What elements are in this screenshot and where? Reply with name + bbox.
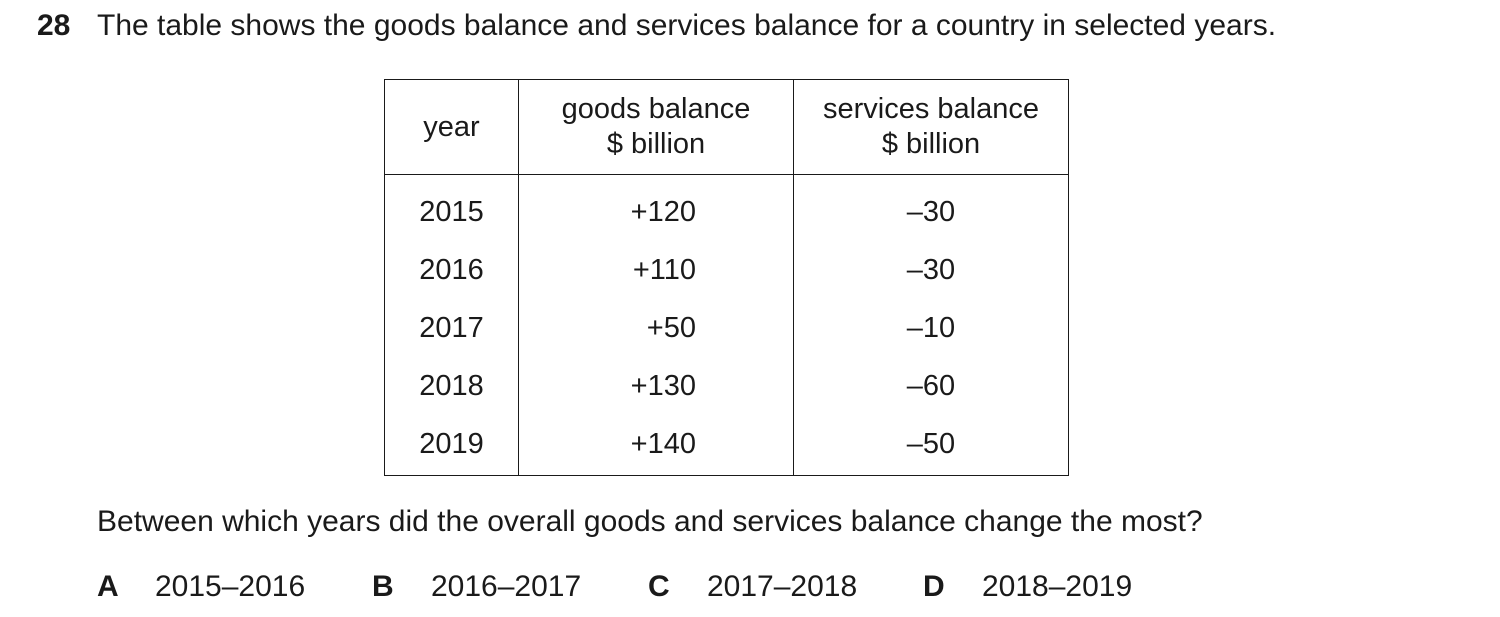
option-b-letter: B (372, 570, 394, 603)
goods-value: +50 (646, 311, 696, 344)
question-prompt: Between which years did the overall good… (97, 505, 1203, 538)
table-row: 2015 +120 –30 (384, 174, 1069, 241)
cell-services: –50 (793, 415, 1069, 476)
table-row: 2016 +110 –30 (384, 241, 1069, 299)
cell-year: 2018 (384, 357, 519, 415)
header-year: year (384, 79, 519, 175)
cell-year: 2015 (384, 174, 519, 241)
table-row: 2018 +130 –60 (384, 357, 1069, 415)
header-services-label: services balance (823, 93, 1039, 125)
option-d-text: 2018–2019 (982, 570, 1133, 603)
header-goods-balance: goods balance $ billion (518, 79, 794, 175)
cell-services: –10 (793, 299, 1069, 357)
cell-year: 2019 (384, 415, 519, 476)
header-goods-unit: $ billion (606, 128, 706, 160)
question-number: 28 (37, 9, 71, 42)
goods-value: +130 (630, 369, 696, 402)
cell-goods: +50 (518, 299, 794, 357)
header-services-balance: services balance $ billion (793, 79, 1069, 175)
option-a-text: 2015–2016 (155, 570, 306, 603)
header-services-unit: $ billion (881, 128, 981, 160)
goods-value: +140 (630, 427, 696, 460)
option-b[interactable]: B 2016–2017 (372, 569, 581, 605)
cell-goods: +120 (518, 174, 794, 241)
cell-services: –30 (793, 241, 1069, 299)
option-c-text: 2017–2018 (707, 570, 858, 603)
cell-goods: +110 (518, 241, 794, 299)
option-b-text: 2016–2017 (431, 570, 582, 603)
option-a[interactable]: A 2015–2016 (97, 569, 305, 605)
table-row: 2019 +140 –50 (384, 415, 1069, 476)
cell-services: –60 (793, 357, 1069, 415)
question-stem: The table shows the goods balance and se… (97, 9, 1277, 42)
option-c-letter: C (648, 570, 670, 603)
header-goods-label: goods balance (561, 93, 751, 125)
cell-year: 2016 (384, 241, 519, 299)
balance-table: year goods balance $ billion services ba… (384, 79, 1069, 476)
option-d-letter: D (923, 570, 945, 603)
option-c[interactable]: C 2017–2018 (648, 569, 857, 605)
option-a-letter: A (97, 570, 119, 603)
table-header-row: year goods balance $ billion services ba… (384, 79, 1069, 175)
goods-value: +120 (630, 195, 696, 228)
table-row: 2017 +50 –10 (384, 299, 1069, 357)
option-d[interactable]: D 2018–2019 (923, 569, 1132, 605)
cell-goods: +140 (518, 415, 794, 476)
goods-value: +110 (632, 253, 696, 286)
cell-year: 2017 (384, 299, 519, 357)
cell-goods: +130 (518, 357, 794, 415)
header-year-label: year (423, 110, 480, 143)
cell-services: –30 (793, 174, 1069, 241)
